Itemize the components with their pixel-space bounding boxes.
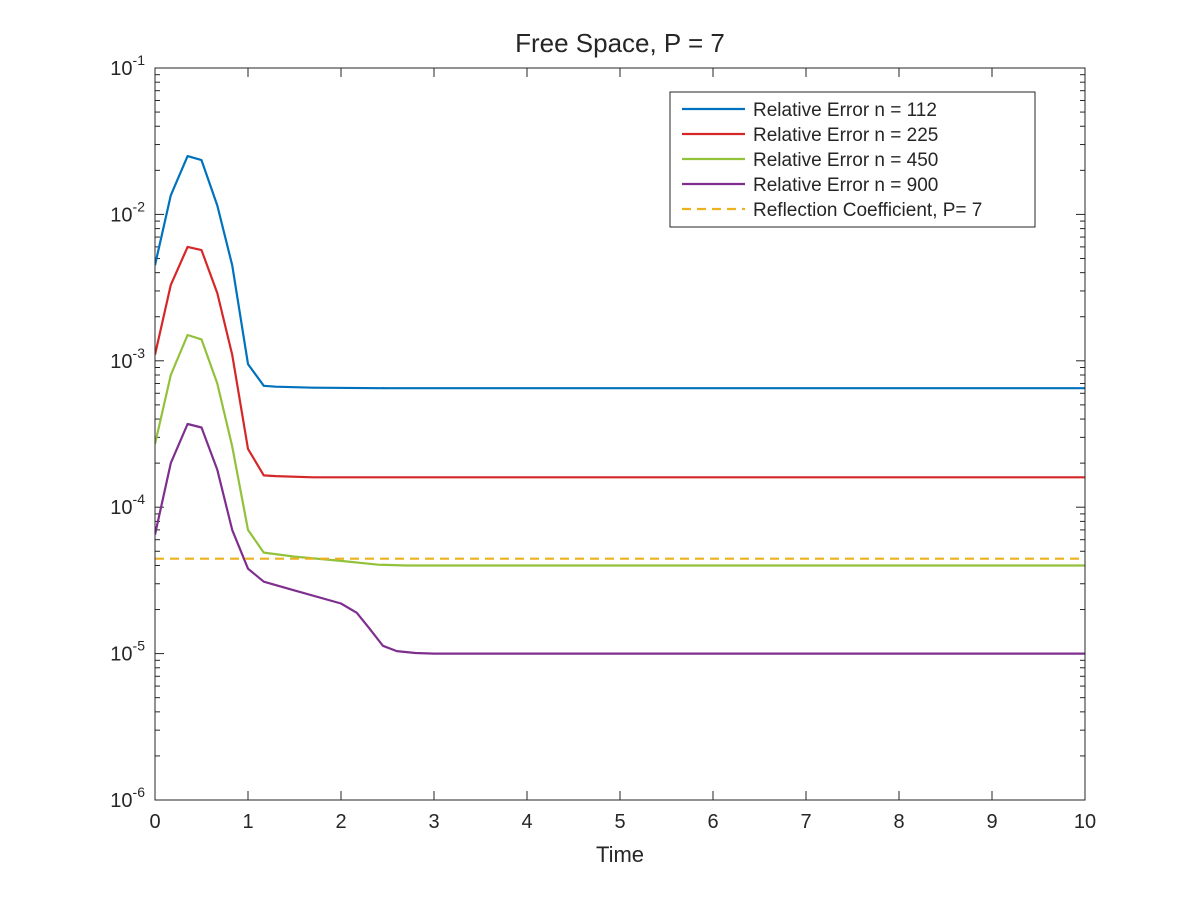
y-tick-label: 10-1 (110, 52, 145, 80)
legend-entry: Relative Error n = 900 (753, 175, 938, 196)
legend-entry: Relative Error n = 225 (753, 125, 938, 146)
series-group (155, 155, 1085, 655)
y-tick-label: 10-4 (110, 491, 145, 519)
x-tick-label: 4 (521, 811, 532, 833)
legend-entry: Reflection Coefficient, P= 7 (753, 200, 982, 221)
series-line (155, 245, 1085, 479)
axes-box (154, 67, 1086, 801)
y-tick-exponent: -3 (133, 345, 146, 361)
x-tick-label: 3 (428, 811, 439, 833)
y-tick-label: 10-5 (110, 638, 145, 666)
y-tick-exponent: -6 (133, 784, 146, 800)
x-tick-label: 5 (614, 811, 625, 833)
y-tick-exponent: -4 (133, 491, 146, 507)
x-tick-label: 6 (707, 811, 718, 833)
x-axis-label: Time (596, 842, 644, 867)
y-tick-base: 10 (110, 497, 132, 519)
x-tick-label: 7 (800, 811, 811, 833)
y-tick-label: 10-3 (110, 345, 145, 373)
y-tick-exponent: -5 (133, 638, 146, 654)
y-tick-base: 10 (110, 58, 132, 80)
y-tick-base: 10 (110, 790, 132, 812)
chart-title: Free Space, P = 7 (515, 28, 725, 58)
x-tick-label: 2 (335, 811, 346, 833)
x-tick-label: 10 (1074, 811, 1096, 833)
series-line (155, 155, 1085, 390)
y-tick-base: 10 (110, 204, 132, 226)
y-tick-label: 10-2 (110, 198, 145, 226)
y-tick-label: 10-6 (110, 784, 145, 812)
x-tick-label: 1 (242, 811, 253, 833)
x-tick-label: 8 (893, 811, 904, 833)
series-line (155, 422, 1085, 655)
y-tick-exponent: -2 (133, 198, 146, 214)
x-tick-label: 9 (986, 811, 997, 833)
legend-entry: Relative Error n = 450 (753, 150, 938, 171)
series-line (155, 333, 1085, 567)
legend: Relative Error n = 112 Relative Error n =… (669, 91, 1036, 228)
y-tick-base: 10 (110, 351, 132, 373)
y-tick-exponent: -1 (133, 52, 146, 68)
legend-entry: Relative Error n = 112 (753, 100, 937, 121)
x-tick-label: 0 (149, 811, 160, 833)
y-tick-base: 10 (110, 644, 132, 666)
